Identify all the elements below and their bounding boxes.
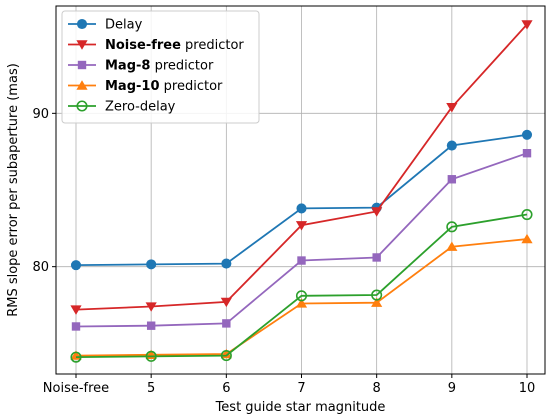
series-1 <box>70 20 533 315</box>
y-tick-label: 80 <box>32 260 49 275</box>
data-point <box>446 140 457 151</box>
data-point <box>371 207 383 217</box>
data-point <box>297 256 306 265</box>
x-axis-label: Test guide star magnitude <box>215 400 386 415</box>
legend-label-bold: Mag-10 <box>105 79 160 94</box>
legend-label: Delay <box>105 18 143 33</box>
plot-frame <box>55 5 546 375</box>
legend-label: Mag-8 predictor <box>105 59 214 74</box>
legend-label-text: predictor <box>160 79 224 94</box>
data-point <box>221 258 232 269</box>
series-line <box>75 213 528 359</box>
legend-label-bold: Noise-free <box>105 38 181 53</box>
legend-marker <box>76 40 88 50</box>
legend-label-text: Delay <box>105 18 143 33</box>
series-4 <box>70 208 533 363</box>
legend-label: Noise-free predictor <box>105 38 244 53</box>
data-point <box>220 350 232 362</box>
legend-item: Delay <box>68 18 143 33</box>
data-point <box>146 321 156 330</box>
legend-marker <box>76 100 88 112</box>
data-point <box>372 253 381 262</box>
data-point <box>521 129 533 140</box>
data-point <box>371 289 383 301</box>
data-point <box>447 175 457 184</box>
x-tick-label: 5 <box>147 381 155 396</box>
x-tick-label: 7 <box>297 381 305 396</box>
data-point <box>295 290 308 302</box>
data-point <box>145 302 157 312</box>
x-tick-label: 10 <box>519 381 536 396</box>
data-point <box>446 103 458 113</box>
legend-label-text: Zero-delay <box>105 100 176 115</box>
legend-marker <box>77 60 87 70</box>
data-point <box>295 221 308 231</box>
legend-marker <box>76 18 88 30</box>
x-tick-label: 9 <box>448 381 456 396</box>
data-point <box>446 241 458 251</box>
x-tick-label: 8 <box>373 381 381 396</box>
data-point <box>521 233 533 244</box>
series-layer <box>70 20 533 363</box>
x-tick-label: 6 <box>222 381 230 396</box>
data-point <box>220 297 232 308</box>
legend-label-bold: Mag-8 <box>105 59 150 74</box>
series-0 <box>70 129 533 271</box>
data-point <box>71 322 81 331</box>
legend-item: Mag-8 predictor <box>68 59 214 74</box>
data-point <box>70 260 82 271</box>
x-axis: Noise-free 5 6 7 8 9 10 <box>43 374 535 396</box>
data-point <box>145 350 157 362</box>
data-point <box>222 319 231 328</box>
series-2 <box>71 149 532 331</box>
legend-marker <box>76 80 88 90</box>
data-point <box>70 351 82 363</box>
data-point <box>371 297 383 307</box>
legend-label: Zero-delay <box>105 100 176 115</box>
data-point <box>146 259 157 270</box>
y-axis: 80 90 <box>32 107 56 275</box>
data-point <box>521 20 533 30</box>
data-point <box>70 305 82 315</box>
legend-frame <box>61 10 260 124</box>
legend-label-text: predictor <box>150 59 214 74</box>
data-point <box>522 149 532 158</box>
data-point <box>296 203 307 214</box>
legend-item: Zero-delay <box>68 100 176 115</box>
legend-item: Noise-free predictor <box>68 38 244 53</box>
x-tick-label: Noise-free <box>43 381 109 396</box>
data-point <box>521 208 533 221</box>
data-point <box>295 298 308 308</box>
legend-label: Mag-10 predictor <box>105 79 223 94</box>
y-axis-label: RMS slope error per subaperture (mas) <box>6 63 21 317</box>
legend-item: Mag-10 predictor <box>68 79 223 94</box>
data-point <box>446 221 458 233</box>
legend-label-text: predictor <box>181 38 245 53</box>
y-tick-label: 90 <box>32 107 49 122</box>
